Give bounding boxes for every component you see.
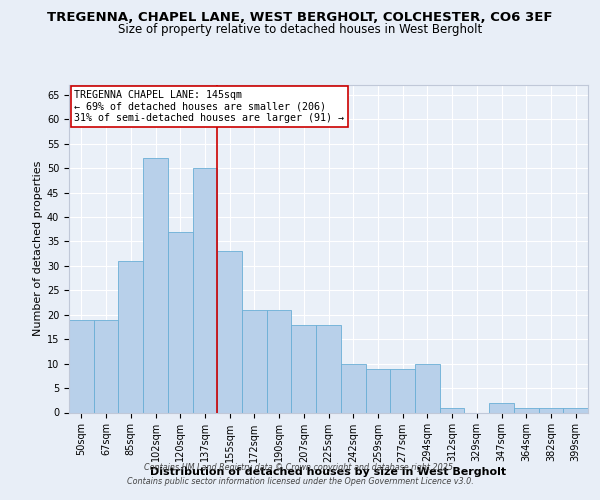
Y-axis label: Number of detached properties: Number of detached properties (32, 161, 43, 336)
Text: TREGENNA, CHAPEL LANE, WEST BERGHOLT, COLCHESTER, CO6 3EF: TREGENNA, CHAPEL LANE, WEST BERGHOLT, CO… (47, 11, 553, 24)
Bar (193, 168, 217, 412)
Bar (341, 364, 365, 412)
Text: Size of property relative to detached houses in West Bergholt: Size of property relative to detached ho… (118, 22, 482, 36)
Text: Contains public sector information licensed under the Open Government Licence v3: Contains public sector information licen… (127, 477, 473, 486)
Bar (390, 368, 415, 412)
Bar (365, 368, 390, 412)
Bar (217, 251, 242, 412)
Bar (514, 408, 539, 412)
Bar (415, 364, 440, 412)
Text: TREGENNA CHAPEL LANE: 145sqm
← 69% of detached houses are smaller (206)
31% of s: TREGENNA CHAPEL LANE: 145sqm ← 69% of de… (74, 90, 344, 123)
Bar (118, 261, 143, 412)
Bar (94, 320, 118, 412)
Bar (168, 232, 193, 412)
Bar (292, 324, 316, 412)
Bar (489, 402, 514, 412)
Bar (143, 158, 168, 412)
Bar (242, 310, 267, 412)
X-axis label: Distribution of detached houses by size in West Bergholt: Distribution of detached houses by size … (151, 468, 506, 477)
Text: Contains HM Land Registry data © Crown copyright and database right 2025.: Contains HM Land Registry data © Crown c… (144, 464, 456, 472)
Bar (267, 310, 292, 412)
Bar (539, 408, 563, 412)
Bar (316, 324, 341, 412)
Bar (69, 320, 94, 412)
Bar (440, 408, 464, 412)
Bar (563, 408, 588, 412)
